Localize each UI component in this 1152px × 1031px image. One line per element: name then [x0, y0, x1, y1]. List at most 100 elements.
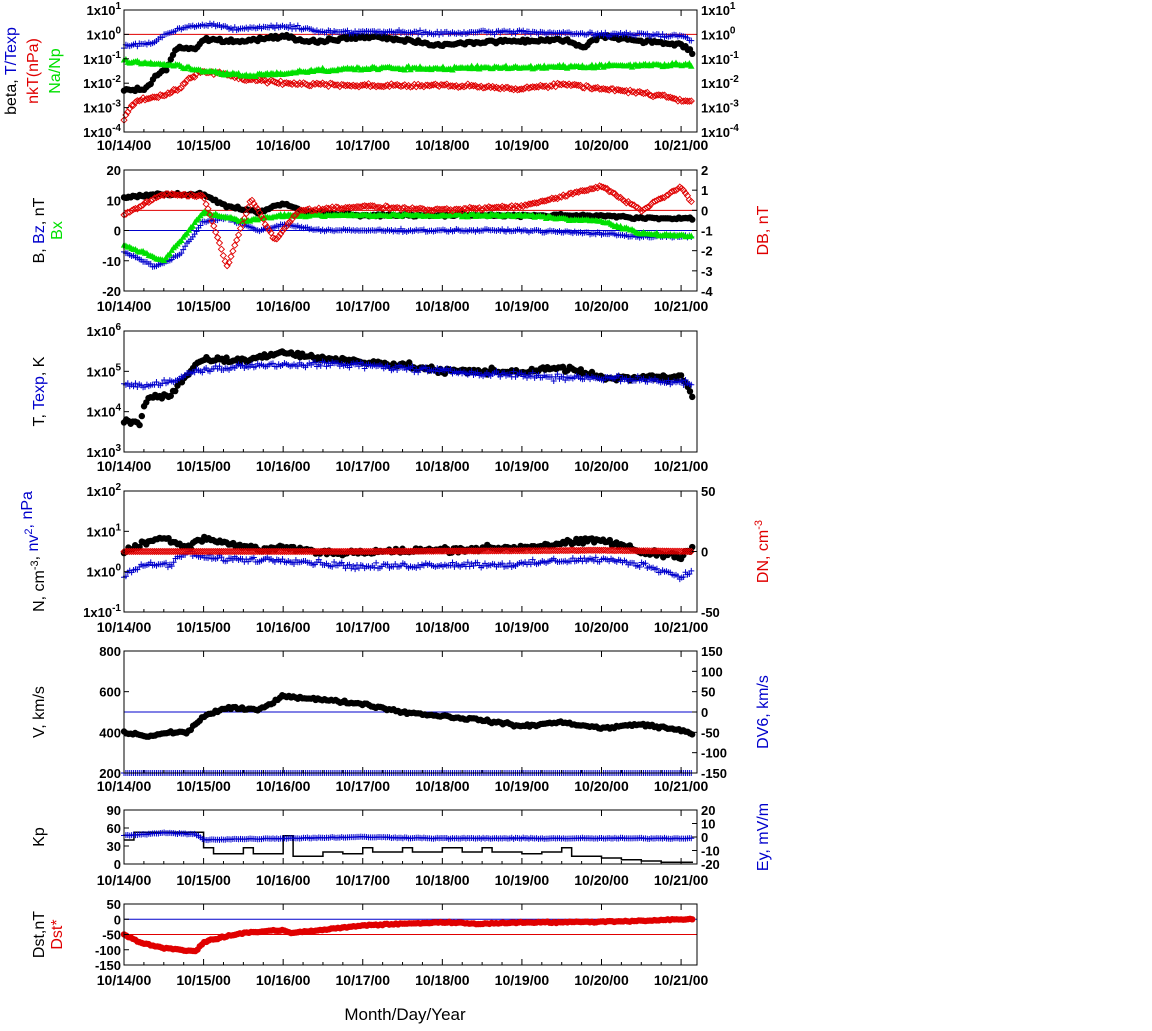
x-tick-label: 10/18/00 — [415, 619, 470, 635]
y-axis-label: V, km/s — [31, 686, 48, 738]
y-right-tick-label: -20 — [701, 857, 720, 872]
y-right-tick-label: 1x100 — [701, 25, 736, 42]
x-tick-label: 10/15/00 — [176, 872, 231, 888]
y-right-tick-label: -50 — [701, 725, 720, 740]
data-point — [689, 394, 695, 400]
data-point — [139, 413, 145, 419]
y-right-tick-label: -10 — [701, 844, 720, 859]
y-right-tick-label: 1x10-1 — [701, 50, 739, 67]
y-right-tick-label: 1x101 — [701, 1, 736, 18]
y-tick-label: 20 — [107, 163, 121, 178]
y-right-tick-label: 20 — [701, 803, 715, 818]
x-tick-label: 10/20/00 — [574, 298, 629, 314]
y-right-tick-label: -1 — [701, 224, 713, 239]
y-right-tick-label: 50 — [701, 484, 715, 499]
y-axis-label-2: Bx — [49, 221, 66, 240]
y-right-tick-label: 1x10-2 — [701, 74, 739, 91]
y-right-tick-label: 2 — [701, 163, 708, 178]
y-right-axis-label: Ey, mV/m — [755, 803, 772, 871]
series-T — [121, 348, 696, 428]
x-tick-label: 10/17/00 — [336, 137, 391, 153]
y-tick-label: 800 — [99, 644, 121, 659]
data-point — [562, 547, 568, 553]
data-point — [689, 216, 695, 222]
x-tick-label: 10/20/00 — [574, 458, 629, 474]
x-tick-label: 10/19/00 — [495, 298, 550, 314]
data-point — [686, 197, 692, 203]
x-tick-label: 10/21/00 — [654, 619, 709, 635]
y-right-tick-label: -3 — [701, 264, 713, 279]
series-Na/Np — [121, 56, 695, 79]
y-right-tick-label: 0 — [701, 705, 708, 720]
x-tick-label: 10/14/00 — [97, 458, 152, 474]
y-tick-label: 1x10-1 — [83, 603, 121, 620]
x-tick-label: 10/16/00 — [256, 137, 311, 153]
y-axis-label-3: Na/Np — [47, 48, 64, 93]
y-right-tick-label: 50 — [701, 685, 715, 700]
x-tick-label: 10/19/00 — [495, 137, 550, 153]
y-tick-label: 1x100 — [87, 25, 122, 42]
x-tick-label: 10/19/00 — [495, 778, 550, 794]
y-tick-label: 10 — [107, 193, 121, 208]
y-tick-label: 400 — [99, 725, 121, 740]
x-tick-label: 10/15/00 — [176, 298, 231, 314]
y-right-tick-label: 1x10-3 — [701, 99, 739, 116]
y-right-tick-label: 0 — [701, 830, 708, 845]
y-tick-label: 1x104 — [87, 403, 122, 420]
y-tick-label: -10 — [102, 254, 121, 269]
x-tick-label: 10/14/00 — [97, 619, 152, 635]
data-point — [218, 246, 224, 252]
x-tick-label: 10/17/00 — [336, 458, 391, 474]
y-tick-label: 1x10-3 — [83, 99, 121, 116]
data-point — [163, 67, 169, 73]
data-point — [687, 388, 693, 394]
series-Ey — [121, 830, 694, 844]
y-axis-label: B, Bz, nT — [31, 197, 48, 263]
x-tick-label: 10/16/00 — [256, 298, 311, 314]
x-tick-label: 10/18/00 — [415, 778, 470, 794]
x-tick-label: 10/19/00 — [495, 458, 550, 474]
x-tick-label: 10/15/00 — [176, 778, 231, 794]
x-tick-label: 10/16/00 — [256, 458, 311, 474]
y-right-axis-label: DB, nT — [755, 205, 772, 255]
x-tick-label: 10/21/00 — [654, 298, 709, 314]
data-point — [136, 422, 142, 428]
y-right-tick-label: 0 — [701, 203, 708, 218]
x-tick-label: 10/18/00 — [415, 298, 470, 314]
y-tick-label: 1x101 — [87, 1, 122, 18]
y-right-tick-label: 1x10-4 — [701, 123, 739, 140]
x-tick-label: 10/17/00 — [336, 778, 391, 794]
x-tick-label: 10/20/00 — [574, 778, 629, 794]
y-axis-label: Kp — [31, 827, 48, 847]
x-tick-label: 10/16/00 — [256, 619, 311, 635]
x-tick-label: 10/15/00 — [176, 137, 231, 153]
y-right-axis-label: DN, cm-3 — [753, 520, 772, 583]
y-axis-label: N, cm-3, nv2, nPa — [19, 491, 48, 612]
x-tick-label: 10/21/00 — [654, 458, 709, 474]
y-tick-label: 30 — [107, 839, 121, 854]
x-tick-label: 10/16/00 — [256, 872, 311, 888]
data-point — [406, 359, 412, 365]
x-tick-label: 10/17/00 — [336, 298, 391, 314]
plot-frame — [124, 331, 697, 452]
y-right-tick-label: 100 — [701, 664, 723, 679]
series-DN — [121, 547, 694, 554]
y-right-tick-label: -50 — [701, 605, 720, 620]
x-tick-label: 10/20/00 — [574, 619, 629, 635]
y-tick-label: 1x10-2 — [83, 74, 121, 91]
data-point — [689, 51, 695, 57]
data-point — [688, 199, 694, 205]
y-axis-label: beta, T/Texp — [3, 27, 20, 115]
x-tick-label: 10/14/00 — [97, 298, 152, 314]
y-tick-label: 1x105 — [87, 362, 122, 379]
y-right-tick-label: -100 — [701, 746, 727, 761]
y-right-tick-label: -4 — [701, 284, 713, 299]
x-tick-label: 10/18/00 — [415, 872, 470, 888]
y-tick-label: 90 — [107, 803, 121, 818]
y-right-tick-label: 0 — [701, 545, 708, 560]
series-V — [121, 692, 696, 740]
